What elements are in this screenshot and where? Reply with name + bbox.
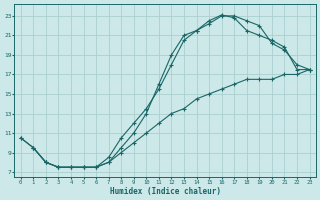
X-axis label: Humidex (Indice chaleur): Humidex (Indice chaleur) [110, 187, 220, 196]
